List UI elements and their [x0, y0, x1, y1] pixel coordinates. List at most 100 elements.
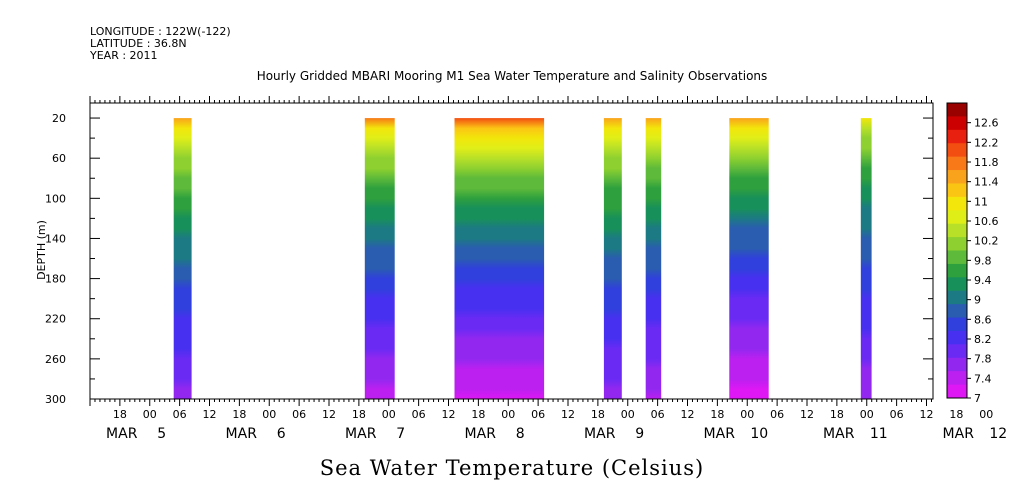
x-tick-label: 00: [262, 408, 276, 421]
x-day-label: 11: [870, 426, 888, 442]
data-segment: [645, 118, 662, 399]
x-tick-label: 06: [173, 408, 187, 421]
colorbar-swatch: [947, 277, 967, 292]
x-day-label: 8: [516, 426, 525, 442]
y-tick-label: 140: [45, 232, 66, 245]
colorbar-swatch: [947, 156, 967, 171]
x-tick-label: 12: [681, 408, 695, 421]
x-axis: 18 00 06 12 18 00 06 12 18 00 06 12 18 00 06 12 18 00 06 12…: [89, 96, 1007, 442]
colorbar-swatch: [947, 196, 967, 211]
y-axis-label: DEPTH (m): [35, 220, 48, 280]
chart-title: Hourly Gridded MBARI Mooring M1 Sea Wate…: [257, 69, 768, 83]
x-day-label: 7: [396, 426, 405, 442]
chart-caption: Sea Water Temperature (Celsius): [320, 456, 705, 480]
colorbar-label: 9: [974, 294, 981, 307]
colorbar-label: 7: [974, 392, 981, 405]
data-segment: [364, 118, 395, 399]
colorbar-swatch: [947, 223, 967, 238]
x-tick-label: 06: [770, 408, 784, 421]
x-tick-label: 06: [890, 408, 904, 421]
colorbar-swatch: [947, 170, 967, 184]
x-day-label: 5: [157, 426, 166, 442]
colorbar-label: 12.6: [974, 117, 999, 130]
x-tick-label: 00: [382, 408, 396, 421]
x-tick-label: 18: [591, 408, 605, 421]
x-tick-label: 00: [860, 408, 874, 421]
data-segments: [173, 118, 872, 399]
y-tick-label: 220: [45, 313, 66, 326]
x-month-label: MAR: [465, 426, 497, 442]
colorbar-swatch: [947, 330, 967, 345]
y-tick-label: 100: [45, 192, 66, 205]
x-day-label: 9: [635, 426, 644, 442]
x-month-label: MAR: [584, 426, 616, 442]
y-tick-label: 260: [45, 353, 66, 366]
colorbar-swatch: [947, 143, 967, 158]
x-tick-label: 00: [501, 408, 515, 421]
x-tick-label: 18: [710, 408, 724, 421]
x-tick-label: 18: [471, 408, 485, 421]
colorbar-label: 10.2: [974, 235, 999, 248]
colorbar-swatch: [947, 103, 967, 117]
colorbar-label: 11: [974, 195, 988, 208]
colorbar-swatch: [947, 344, 967, 359]
x-month-label: MAR: [823, 426, 855, 442]
x-tick-label: 06: [292, 408, 306, 421]
x-tick-label: 18: [232, 408, 246, 421]
x-tick-label: 06: [651, 408, 665, 421]
y-tick-label: 60: [52, 152, 66, 165]
x-tick-label: 00: [740, 408, 754, 421]
x-month-label: MAR: [943, 426, 975, 442]
y-tick-label: 300: [45, 393, 66, 406]
colorbar-label: 7.8: [974, 353, 992, 366]
x-day-label: 10: [750, 426, 768, 442]
colorbar: 12.6 12.2 11.8 11.4 11 10.6 10.2 9.8 9.4 9 8.6 8.2 7…: [946, 102, 999, 405]
colorbar-swatch: [947, 371, 967, 386]
colorbar-swatch: [947, 237, 967, 251]
x-tick-label: 12: [920, 408, 934, 421]
x-tick-label: 00: [621, 408, 635, 421]
colorbar-label: 8.2: [974, 333, 992, 346]
data-segment: [454, 118, 545, 399]
x-month-label: MAR: [106, 426, 138, 442]
colorbar-frame: [946, 102, 968, 399]
colorbar-swatch: [947, 384, 967, 399]
x-tick-label: 12: [561, 408, 575, 421]
colorbar-swatch: [947, 116, 967, 131]
colorbar-label: 11.8: [974, 156, 999, 169]
colorbar-swatch: [947, 250, 967, 265]
y-tick-label: 20: [52, 112, 66, 125]
x-month-label: MAR: [226, 426, 258, 442]
colorbar-swatch: [947, 317, 967, 332]
colorbar-label: 8.6: [974, 313, 992, 326]
x-month-label: MAR: [345, 426, 377, 442]
x-tick-label: 18: [352, 408, 366, 421]
colorbar-swatch: [947, 129, 967, 144]
x-tick-label: 18: [949, 408, 963, 421]
colorbar-label: 9.4: [974, 274, 992, 287]
longitude-label: LONGITUDE : 122W(-122): [90, 25, 231, 38]
y-axis: 20 60 100 140 180 220 260 300: [45, 112, 933, 406]
x-tick-label: 12: [442, 408, 456, 421]
colorbar-swatch: [947, 210, 967, 225]
colorbar-label: 10.6: [974, 215, 999, 228]
colorbar-label: 9.8: [974, 254, 992, 267]
x-tick-label: 12: [800, 408, 814, 421]
x-day-label: 12: [989, 426, 1007, 442]
x-tick-label: 00: [143, 408, 157, 421]
colorbar-swatch: [947, 263, 967, 278]
data-segment: [173, 118, 192, 399]
x-month-label: MAR: [704, 426, 736, 442]
x-tick-label: 12: [203, 408, 217, 421]
colorbar-swatch: [947, 304, 967, 319]
year-label: YEAR : 2011: [89, 49, 158, 62]
x-tick-label: 18: [113, 408, 127, 421]
colorbar-swatch: [947, 290, 967, 305]
x-tick-label: 06: [531, 408, 545, 421]
colorbar-swatch: [947, 183, 967, 198]
x-tick-label: 00: [979, 408, 993, 421]
x-tick-label: 18: [830, 408, 844, 421]
plot-frame: [89, 102, 934, 400]
data-segment: [860, 118, 872, 399]
